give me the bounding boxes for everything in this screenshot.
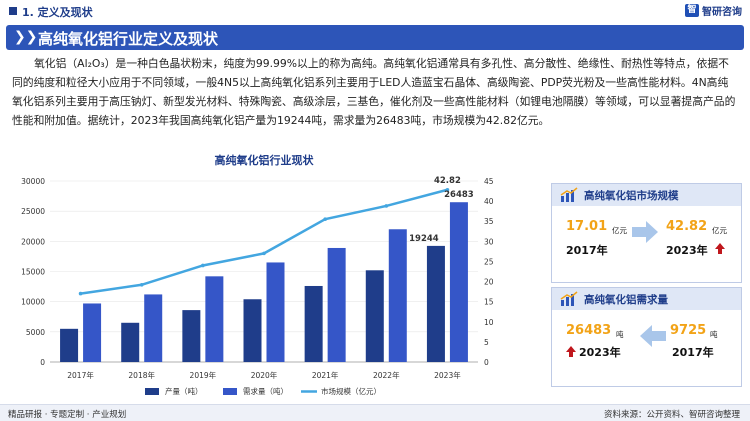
market-size-card: 高纯氧化铝市场规模 17.01 亿元 2017年 42.82 亿元 2023年 [551,183,742,283]
left-tick-label: 5000 [26,328,45,337]
top-bar: 1. 定义及现状 智 智研咨询 [0,0,750,22]
right-tick-label: 15 [484,298,494,307]
demand-old-year: 2017年 [672,346,714,359]
production-bar [304,285,323,362]
logo-text: 智研咨询 [702,7,742,18]
combo-chart: 高纯氧化铝行业现状 0 5000 10000 15000 20000 25000 30000 0… [21,153,494,396]
section-square-icon [9,7,17,15]
left-tick-label: 0 [40,358,45,367]
title-banner: ❯❯ 高纯氧化铝行业定义及现状 [6,25,744,50]
left-tick-label: 10000 [21,298,45,307]
production-bar [243,299,262,362]
market-size-point [78,291,83,296]
left-tick-label: 25000 [21,207,45,216]
demand-bar [449,202,468,362]
demand-bar [144,294,163,362]
card-header: 高纯氧化铝需求量 [552,288,741,310]
logo-mark-icon: 智 [685,4,699,17]
up-arrow-icon [566,346,576,357]
market-from-year: 2017年 [566,244,608,257]
left-tick-label: 20000 [21,237,45,246]
right-tick-label: 25 [484,257,494,266]
up-arrow-icon [715,243,725,254]
bar-chart-icon [560,291,578,306]
x-tick-label: 2021年 [312,370,339,380]
legend-label: 需求量（吨） [243,386,288,396]
market-size-point [323,217,327,222]
demand-old-value: 9725 [670,323,707,338]
brand-logo: 智 智研咨询 [685,3,742,18]
market-from-unit: 亿元 [612,226,627,235]
right-tick-label: 5 [484,338,489,347]
card-header: 高纯氧化铝市场规模 [552,184,741,206]
x-tick-label: 2023年 [434,370,461,380]
x-tick-label: 2020年 [251,370,278,380]
legend-swatch [145,388,159,395]
production-bar [182,310,201,362]
demand-card: 高纯氧化铝需求量 26483 吨 2023年 9725 吨 2017年 [551,287,742,387]
data-label: 19244 [409,234,439,244]
market-size-point [445,187,450,192]
x-tick-label: 2019年 [190,370,217,380]
production-bar [426,245,445,362]
demand-bar [205,276,224,362]
demand-new-year: 2023年 [579,346,621,359]
right-arrow-icon [632,221,658,243]
market-size-point [201,263,205,268]
market-size-point [262,251,266,256]
demand-new-unit: 吨 [616,330,624,339]
market-size-point [384,204,389,208]
right-tick-label: 20 [484,278,494,287]
chart-title: 高纯氧化铝行业现状 [215,153,315,167]
footer-source: 资料来源：公开资料、智研咨询整理 [603,410,740,420]
right-tick-label: 45 [484,177,494,186]
demand-bar [266,262,285,362]
x-tick-label: 2018年 [128,370,155,380]
demand-new-value: 26483 [566,323,612,338]
production-bar [60,328,79,362]
left-tick-label: 15000 [21,268,45,277]
market-from-value: 17.01 [566,219,608,234]
description-paragraph: 氧化铝（Al₂O₃）是一种白色晶状粉末，纯度为99.99%以上的称为高纯。高纯氧… [12,57,736,127]
right-tick-label: 35 [484,217,494,226]
demand-bar [388,229,407,362]
x-tick-label: 2022年 [373,370,400,380]
section-title: 1. 定义及现状 [22,6,93,19]
double-chevron-icon: ❯❯ [14,29,38,45]
right-tick-label: 40 [484,197,494,206]
left-tick-label: 30000 [21,177,45,186]
demand-bar [83,303,102,362]
banner-title: 高纯氧化铝行业定义及现状 [38,30,219,48]
market-to-value: 42.82 [666,219,708,234]
right-tick-label: 0 [484,358,489,367]
data-label: 26483 [444,190,474,200]
right-tick-label: 30 [484,237,494,246]
market-size-point [139,282,144,287]
left-arrow-icon [640,325,666,347]
production-bar [121,322,140,362]
demand-old-unit: 吨 [710,330,718,339]
legend-swatch [223,388,237,395]
production-bar [365,270,384,362]
market-to-unit: 亿元 [712,226,727,235]
data-label: 42.82 [434,176,461,186]
legend-label: 产量（吨） [165,386,203,396]
legend-label: 市场规模（亿元） [321,386,381,396]
right-tick-label: 10 [484,318,494,327]
bar-chart-icon [560,187,578,202]
demand-bar [327,247,346,362]
card-title: 高纯氧化铝市场规模 [584,190,679,202]
x-tick-label: 2017年 [67,370,94,380]
card-title: 高纯氧化铝需求量 [584,294,668,306]
footer-tagline: 精品研报 · 专题定制 · 产业规划 [8,410,127,420]
footer-bar: 精品研报 · 专题定制 · 产业规划 资料来源：公开资料、智研咨询整理 [0,404,750,421]
chart-container: 高纯氧化铝行业现状 0 5000 10000 15000 20000 25000 30000 0… [0,150,540,405]
market-to-year: 2023年 [666,244,708,257]
